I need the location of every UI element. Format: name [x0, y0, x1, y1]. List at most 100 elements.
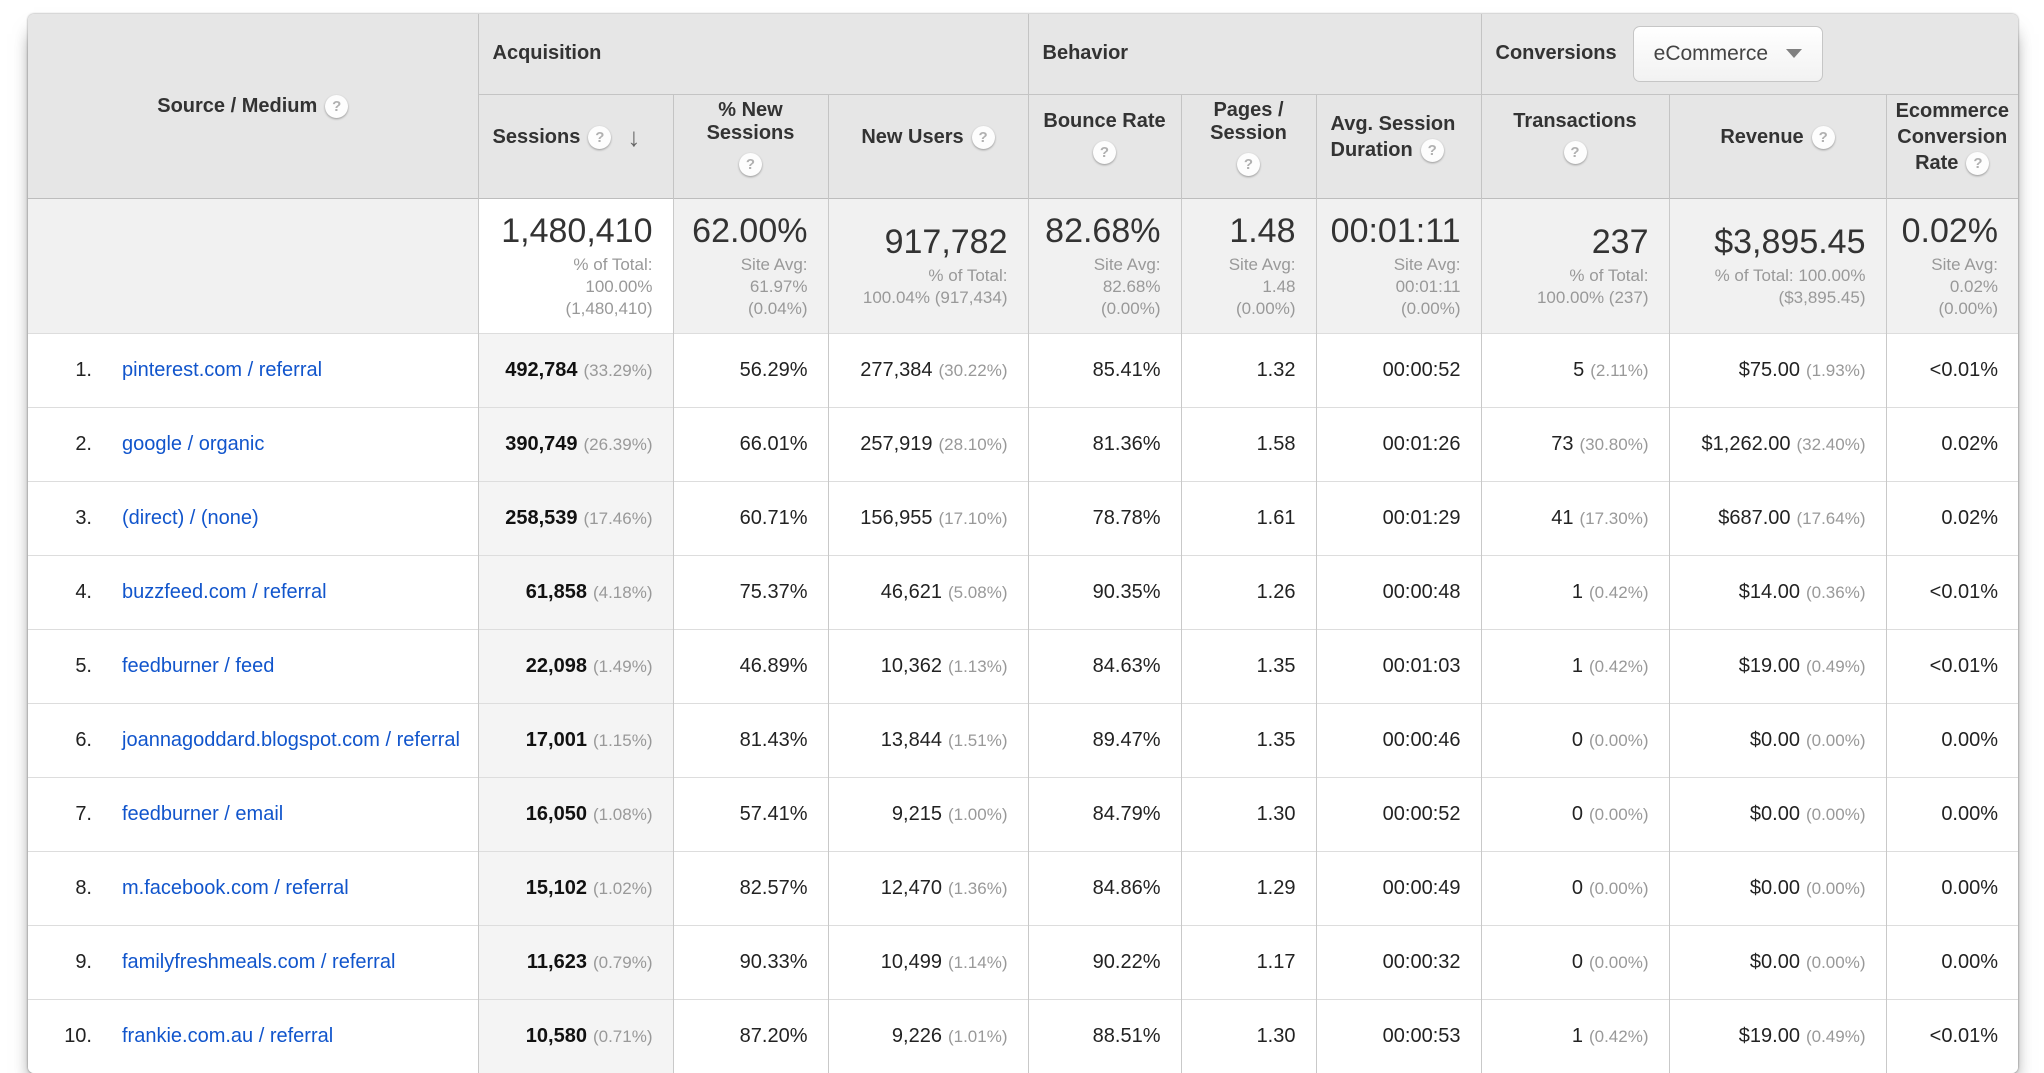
source-link[interactable]: frankie.com.au / referral: [122, 1024, 334, 1047]
conversions-dropdown[interactable]: eCommerce: [1632, 25, 1824, 82]
total-pages-session: 1.48 Site Avg: 1.48 (0.00%): [1180, 197, 1316, 333]
cell-bounce-rate: 90.35%: [1027, 554, 1181, 629]
help-icon[interactable]: [739, 152, 762, 176]
cell-percent: (17.30%): [1579, 508, 1649, 528]
help-icon[interactable]: [1420, 139, 1444, 163]
cell-sessions: 258,539 (17.46%): [477, 480, 673, 555]
cell-avg-duration: 00:00:32: [1315, 924, 1481, 999]
cell-percent: (4.18%): [592, 582, 653, 602]
cell-value: $1,262.00: [1701, 432, 1791, 455]
cell-source: 5. feedburner / feed: [28, 628, 478, 703]
cell-sessions: 17,001 (1.15%): [477, 702, 673, 777]
help-icon[interactable]: [325, 94, 349, 118]
cell-pages-session: 1.30: [1180, 776, 1316, 851]
cell-new-sessions: 57.41%: [672, 776, 828, 851]
row-rank: 8.: [75, 876, 92, 899]
cell-transactions: 0 (0.00%): [1480, 776, 1669, 851]
cell-new-users: 277,384 (30.22%): [827, 332, 1028, 407]
column-header-sessions[interactable]: Sessions: [477, 93, 673, 198]
source-link[interactable]: feedburner / feed: [122, 654, 275, 677]
help-icon[interactable]: [1966, 152, 1990, 176]
cell-new-sessions: 90.33%: [672, 924, 828, 999]
column-header-new-sessions[interactable]: % New Sessions: [672, 93, 828, 198]
conversions-label: Conversions: [1495, 42, 1617, 65]
cell-ecommerce-rate: <0.01%: [1885, 332, 2018, 407]
column-header-source-medium[interactable]: Source / Medium: [28, 14, 478, 198]
table-row: 10. frankie.com.au / referral 10,580 (0.71%…: [28, 998, 2018, 1073]
cell-new-sessions: 56.29%: [672, 332, 828, 407]
source-link[interactable]: joannagoddard.blogspot.com / referral: [122, 728, 460, 751]
row-rank: 5.: [75, 654, 92, 677]
total-value: 1,480,410: [501, 211, 653, 250]
cell-bounce-rate: 84.86%: [1027, 850, 1181, 925]
cell-bounce-rate: 88.51%: [1027, 998, 1181, 1073]
cell-revenue: $19.00 (0.49%): [1668, 998, 1886, 1073]
source-link[interactable]: buzzfeed.com / referral: [122, 580, 327, 603]
column-header-avg-duration[interactable]: Avg. Session Duration: [1315, 93, 1481, 198]
source-link[interactable]: feedburner / email: [122, 802, 284, 825]
column-header-pages-session[interactable]: Pages / Session: [1180, 93, 1316, 198]
cell-value: 73: [1551, 432, 1574, 455]
help-icon[interactable]: [1811, 126, 1835, 150]
cell-avg-duration: 00:00:53: [1315, 998, 1481, 1073]
cell-value: 0.02%: [1941, 506, 1999, 529]
cell-percent: (0.00%): [1588, 878, 1649, 898]
cell-value: 81.43%: [739, 728, 808, 751]
cell-sessions: 390,749 (26.39%): [477, 406, 673, 481]
cell-percent: (0.42%): [1588, 1026, 1649, 1046]
column-header-new-users[interactable]: New Users: [827, 93, 1028, 198]
total-value: $3,895.45: [1714, 222, 1866, 261]
cell-transactions: 0 (0.00%): [1480, 924, 1669, 999]
cell-revenue: $0.00 (0.00%): [1668, 924, 1886, 999]
group-header-conversions: Conversions eCommerce: [1480, 14, 2018, 94]
cell-value: 9,226: [891, 1024, 942, 1047]
source-link[interactable]: google / organic: [122, 432, 265, 455]
cell-percent: (17.10%): [938, 508, 1008, 528]
cell-value: 00:01:03: [1382, 654, 1461, 677]
cell-pages-session: 1.17: [1180, 924, 1316, 999]
cell-value: 66.01%: [739, 432, 808, 455]
help-icon[interactable]: [971, 126, 995, 150]
source-link[interactable]: m.facebook.com / referral: [122, 876, 349, 899]
cell-value: $0.00: [1749, 876, 1800, 899]
cell-value: 1.17: [1256, 950, 1296, 973]
total-transactions: 237 % of Total: 100.00% (237): [1480, 197, 1669, 333]
cell-value: 90.22%: [1092, 950, 1161, 973]
cell-source: 2. google / organic: [28, 406, 478, 481]
cell-value: <0.01%: [1929, 1024, 1999, 1047]
bounce-rate-label: Bounce Rate: [1043, 110, 1166, 132]
row-rank: 4.: [75, 580, 92, 603]
cell-percent: (0.79%): [592, 952, 653, 972]
cell-percent: (1.00%): [947, 804, 1008, 824]
column-header-ecommerce-rate[interactable]: Ecommerce Conversion Rate: [1885, 93, 2018, 198]
cell-value: 17,001: [525, 728, 587, 751]
chevron-down-icon: [1786, 49, 1803, 59]
cell-value: $0.00: [1749, 802, 1800, 825]
table-row: 9. familyfreshmeals.com / referral 11,623(…: [28, 924, 2018, 999]
cell-value: 15,102: [525, 876, 587, 899]
source-link[interactable]: familyfreshmeals.com / referral: [122, 950, 396, 973]
cell-percent: (1.93%): [1805, 360, 1866, 380]
source-link[interactable]: pinterest.com / referral: [122, 358, 323, 381]
column-header-transactions[interactable]: Transactions: [1480, 93, 1669, 198]
row-rank: 6.: [75, 728, 92, 751]
cell-new-sessions: 82.57%: [672, 850, 828, 925]
total-bounce-rate: 82.68% Site Avg: 82.68% (0.00%): [1027, 197, 1181, 333]
source-link[interactable]: (direct) / (none): [122, 506, 259, 529]
help-icon[interactable]: [588, 125, 612, 149]
cell-value: 00:01:26: [1382, 432, 1461, 455]
sort-desc-icon[interactable]: [627, 122, 640, 152]
cell-percent: (33.29%): [583, 360, 653, 380]
cell-value: 277,384: [860, 358, 933, 381]
cell-sessions: 11,623 (0.79%): [477, 924, 673, 999]
help-icon[interactable]: [1093, 141, 1116, 164]
help-icon[interactable]: [1563, 141, 1587, 164]
total-subtext: Site Avg: 1.48 (0.00%): [1228, 254, 1296, 318]
cell-avg-duration: 00:01:26: [1315, 406, 1481, 481]
column-header-revenue[interactable]: Revenue: [1668, 93, 1886, 198]
source-medium-label: Source / Medium: [157, 94, 318, 117]
cell-value: 84.63%: [1092, 654, 1161, 677]
help-icon[interactable]: [1237, 152, 1260, 176]
column-header-bounce-rate[interactable]: Bounce Rate: [1027, 93, 1181, 198]
cell-value: $19.00: [1738, 1024, 1800, 1047]
